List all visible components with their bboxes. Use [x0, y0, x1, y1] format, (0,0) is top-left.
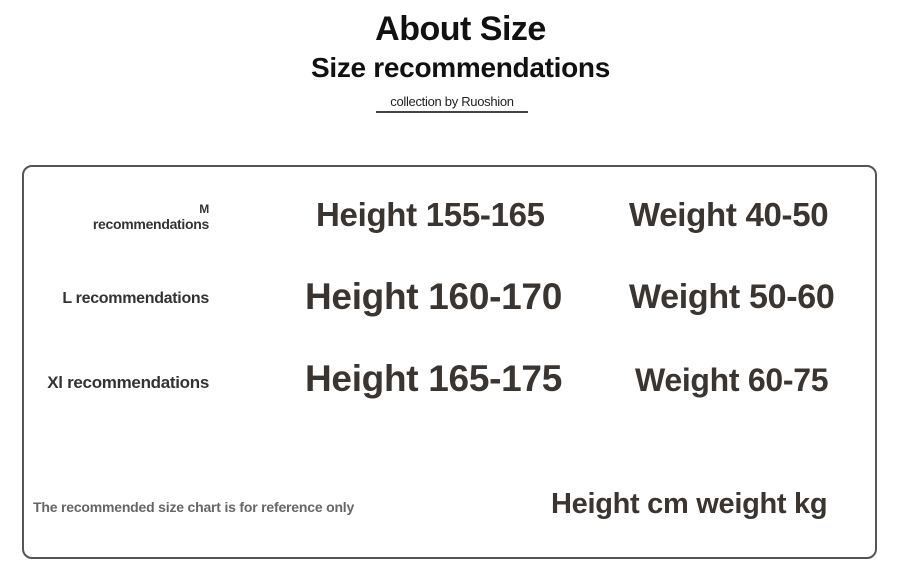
size-chart-box	[22, 165, 877, 559]
credit-line: collection by Ruoshion	[376, 94, 528, 113]
size-m-height: Height 155-165	[316, 196, 545, 233]
size-xl-label: Xl recommendations	[47, 373, 209, 392]
page-title: About Size	[375, 10, 546, 48]
size-m-weight: Weight 40-50	[629, 196, 829, 233]
page-subtitle: Size recommendations	[311, 52, 610, 83]
size-xl-weight: Weight 60-75	[635, 362, 829, 398]
units-note: Height cm weight kg	[551, 488, 828, 520]
size-l-label: L recommendations	[62, 290, 209, 307]
reference-note: The recommended size chart is for refere…	[33, 499, 355, 515]
size-l-weight: Weight 50-60	[629, 278, 835, 316]
size-m-label: recommendations	[92, 216, 209, 232]
size-m-letter: M	[199, 202, 209, 216]
size-l-height: Height 160-170	[305, 276, 562, 317]
size-xl-height: Height 165-175	[305, 358, 562, 399]
